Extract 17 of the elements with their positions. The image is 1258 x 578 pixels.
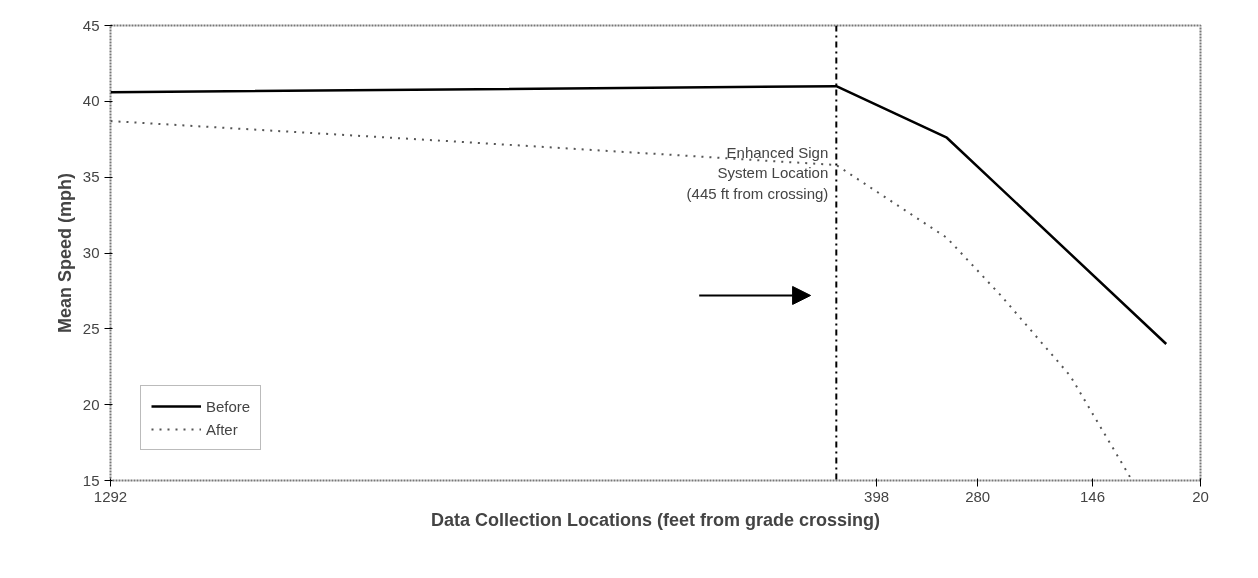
y-axis-title: Mean Speed (mph) [54, 172, 75, 334]
y-tick-label: 15 [82, 471, 100, 489]
y-tick-label: 25 [82, 319, 100, 337]
x-tick-label: 146 [1080, 487, 1106, 505]
y-tick-label: 40 [82, 92, 100, 110]
x-tick-label: 280 [965, 487, 991, 505]
y-tick-label: 20 [82, 395, 100, 413]
ref-line-label: Enhanced Sign System Location (445 ft from crossing) [686, 143, 829, 202]
legend-label: Before [206, 397, 251, 415]
x-tick-label: 20 [1192, 487, 1209, 505]
y-tick-label: 45 [82, 16, 100, 34]
y-tick-label: 35 [82, 168, 100, 186]
x-tick-label: 1292 [93, 487, 128, 505]
x-tick-label: 398 [864, 487, 890, 505]
y-tick-label: 30 [82, 244, 100, 261]
legend-label: After [206, 420, 238, 438]
x-axis-title: Data Collection Locations (feet from grade crossing) [430, 509, 881, 530]
